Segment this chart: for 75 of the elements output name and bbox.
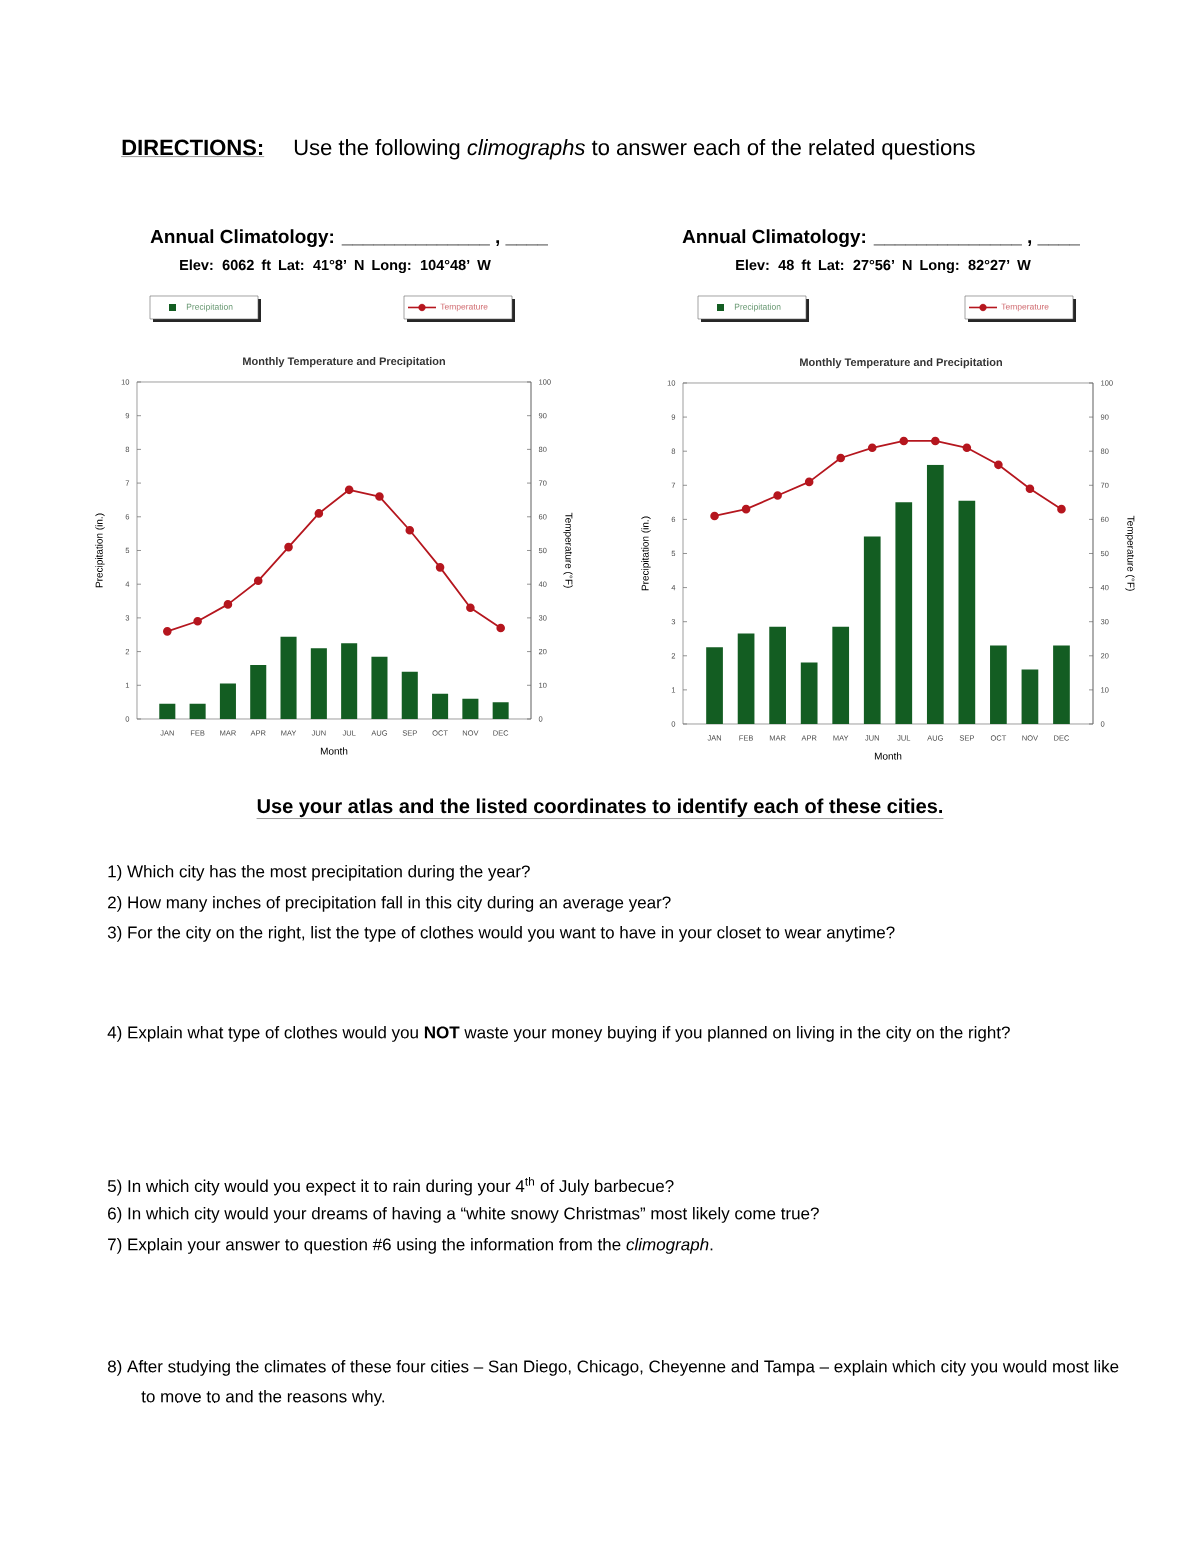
chart-title: Annual Climatology: ______________ , ____ [150, 229, 549, 248]
point [223, 600, 233, 609]
point [804, 477, 814, 487]
point [375, 492, 384, 501]
bar [371, 656, 388, 719]
bar [341, 643, 358, 719]
text: 1) Which city has the most precipitation during the year? [108, 865, 530, 881]
bar [800, 662, 818, 724]
x-axis-title: Month [874, 752, 902, 760]
point [405, 525, 415, 535]
bar [863, 536, 881, 724]
text: 7) Explain your answer to question #6 using the information from the climograph. [108, 1238, 713, 1254]
text: 5) In which city would you expect it to rain during your 4$^{th}$ of July barbecue? [107, 1176, 674, 1196]
chart-title: Annual Climatology: ______________ , ____ [682, 229, 1081, 248]
point [344, 485, 354, 495]
y2-axis-title: Temperature (°F) [563, 512, 573, 588]
bar [737, 633, 755, 724]
point [1025, 484, 1035, 493]
bar [250, 665, 267, 719]
bar [769, 626, 786, 724]
point [284, 542, 293, 552]
bar [432, 693, 449, 719]
point [496, 623, 505, 633]
bar [990, 645, 1007, 724]
bar [492, 702, 509, 719]
point [314, 509, 324, 518]
point [899, 436, 909, 446]
bar [832, 626, 850, 724]
text: 8) After studying the climates of these four cities – San Diego, Chicago, Cheyenne and Tampa – explain which city you would most like to move to and the reasons why. [107, 1360, 1119, 1406]
point [193, 616, 202, 626]
point [836, 453, 845, 463]
chart-subtitle: Elev: 6062 ft Lat: 41°8’ N Long: 104°48’ W [180, 259, 491, 274]
point [773, 491, 782, 500]
point [741, 504, 751, 514]
point [466, 603, 475, 613]
text: Use the following climographs to answer each of the related questions [294, 139, 975, 160]
y2-axis-title: Temperature (°F) [1125, 515, 1135, 591]
bar [219, 683, 236, 719]
bar [895, 502, 913, 724]
bar [706, 647, 723, 724]
bar [401, 671, 418, 719]
x-axis-title: Month [320, 747, 348, 755]
y-axis-title: Precipitation (in.) [641, 516, 651, 591]
text: 6) In which city would your dreams of having a “white snowy Christmas” most likely come true? [108, 1207, 819, 1223]
point [163, 627, 172, 636]
legend-label: Temperature [1001, 303, 1049, 312]
point [710, 511, 719, 521]
point [867, 443, 877, 453]
bar [189, 703, 206, 719]
bar [159, 703, 176, 719]
chart-subtitle: Elev: 48 ft Lat: 27°56’ N Long: 82°27’ W [736, 259, 1031, 274]
legend-label: Precipitation [186, 303, 233, 312]
text: DIRECTIONS: [122, 139, 263, 156]
point [1057, 504, 1066, 514]
bar [310, 648, 327, 719]
point [962, 443, 972, 453]
point [931, 436, 940, 446]
bar [1021, 669, 1039, 724]
legend-label: Precipitation [734, 303, 781, 312]
bar [280, 636, 297, 719]
text: Monthly Temperature and Precipitation [800, 358, 1002, 369]
text: 3) For the city on the right, list the type of clothes would you want to have in your closet to wear anytime? [107, 926, 895, 942]
bar [926, 464, 944, 724]
point [253, 576, 263, 586]
text: 4) Explain what type of clothes would you NOT waste your money buying if you planned on living in the city on the right? [107, 1026, 1010, 1042]
bar [462, 698, 479, 719]
point [435, 563, 445, 572]
legend-label: Temperature [440, 303, 488, 312]
bar [958, 500, 976, 724]
y-axis-title: Precipitation (in.) [95, 513, 105, 588]
point [994, 460, 1003, 470]
text: 2) How many inches of precipitation fall in this city during an average year? [108, 896, 671, 912]
text: Use your atlas and the listed coordinates to identify each of these cities. [257, 798, 943, 818]
bar [1053, 645, 1070, 724]
text: Monthly Temperature and Precipitation [243, 357, 445, 368]
